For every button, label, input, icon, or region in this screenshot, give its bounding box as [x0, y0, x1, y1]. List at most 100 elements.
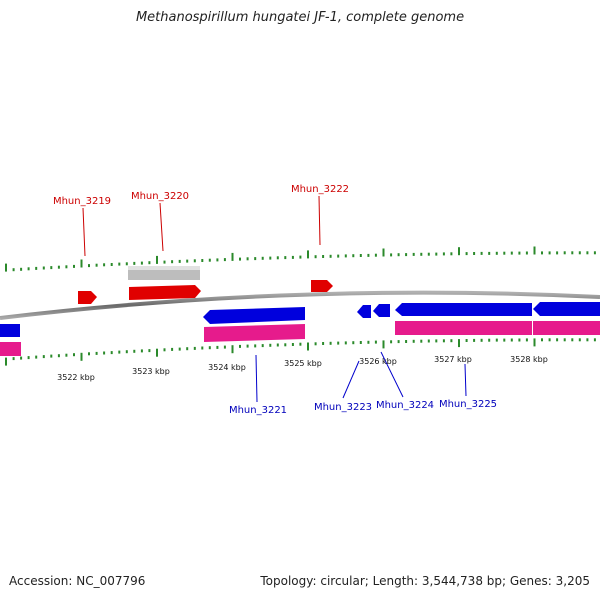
minor-tick — [344, 341, 347, 345]
cds-bar-mhun-3221 — [204, 324, 305, 342]
major-tick — [533, 338, 536, 347]
gene-label-mhun-3220[interactable]: Mhun_3220 — [131, 191, 189, 202]
minor-tick — [593, 251, 596, 255]
minor-tick — [488, 338, 491, 342]
major-tick — [307, 342, 309, 351]
minor-tick — [556, 338, 559, 342]
minor-tick — [488, 251, 491, 255]
minor-tick — [178, 259, 181, 263]
minor-tick — [193, 346, 196, 350]
minor-tick — [367, 253, 370, 257]
minor-tick — [503, 338, 506, 342]
minor-tick — [171, 347, 174, 351]
minor-tick — [103, 351, 106, 355]
gene-arrow-mhun-3219[interactable] — [78, 291, 97, 304]
minor-tick — [148, 261, 151, 265]
major-tick — [533, 246, 536, 255]
gene-arrow-mhun-3225[interactable] — [395, 303, 532, 316]
gene-arrow-mhun-3220[interactable] — [129, 285, 201, 300]
gene-arrow-mhun-3223[interactable] — [357, 305, 371, 318]
minor-tick — [269, 256, 272, 260]
minor-tick — [480, 338, 483, 342]
minor-tick — [571, 251, 574, 255]
minor-tick — [299, 342, 302, 346]
minor-tick — [420, 252, 423, 256]
gene-arrow-left-partial[interactable] — [0, 324, 20, 337]
major-tick — [80, 352, 83, 361]
minor-tick — [12, 268, 15, 272]
minor-tick — [73, 264, 75, 268]
minor-tick — [186, 347, 189, 351]
major-tick — [307, 250, 309, 259]
minor-tick — [88, 264, 90, 268]
minor-tick — [427, 252, 430, 256]
minor-tick — [503, 251, 506, 255]
minor-tick — [578, 338, 581, 342]
minor-tick — [322, 255, 325, 258]
major-tick — [231, 252, 234, 261]
minor-tick — [390, 253, 393, 257]
minor-tick — [42, 266, 45, 270]
major-tick — [5, 263, 7, 272]
minor-tick — [337, 341, 340, 345]
minor-tick — [163, 260, 166, 264]
major-tick — [382, 340, 385, 349]
minor-tick — [541, 338, 543, 342]
minor-tick — [284, 343, 287, 347]
minor-tick — [548, 338, 551, 342]
minor-tick — [50, 354, 53, 358]
major-tick — [458, 247, 460, 256]
gene-arrow-right-partial[interactable] — [533, 302, 600, 316]
gene-arrow-mhun-3224[interactable] — [373, 304, 390, 317]
minor-tick — [510, 251, 513, 255]
minor-tick — [12, 357, 15, 361]
minor-tick — [178, 347, 181, 351]
gene-arrow-mhun-3221[interactable] — [203, 307, 305, 324]
minor-tick — [442, 252, 445, 256]
tick-row-top — [5, 246, 596, 272]
minor-tick — [314, 342, 317, 346]
kbp-label-3526: 3526 kbp — [359, 357, 397, 366]
minor-tick — [329, 254, 332, 258]
cds-bar-right-partial — [533, 321, 600, 335]
minor-tick — [239, 257, 241, 261]
minor-tick — [65, 265, 68, 269]
minor-tick — [276, 343, 279, 347]
minor-tick — [495, 251, 498, 255]
minor-tick — [344, 254, 347, 258]
major-tick — [80, 259, 83, 268]
gene-label-mhun-3223[interactable]: Mhun_3223 — [314, 402, 372, 413]
gene-label-mhun-3219[interactable]: Mhun_3219 — [53, 196, 111, 207]
minor-tick — [20, 267, 23, 271]
gene-label-mhun-3225[interactable]: Mhun_3225 — [439, 399, 497, 410]
minor-tick — [216, 345, 219, 349]
minor-tick — [548, 251, 551, 255]
minor-tick — [374, 340, 377, 344]
minor-tick — [148, 349, 151, 353]
minor-tick — [140, 349, 143, 353]
minor-tick — [57, 265, 60, 269]
minor-tick — [571, 338, 574, 342]
minor-tick — [223, 258, 226, 262]
minor-tick — [518, 251, 521, 255]
minor-tick — [125, 350, 128, 354]
minor-tick — [103, 263, 106, 267]
minor-tick — [397, 253, 400, 257]
gene-arrow-mhun-3222[interactable] — [311, 280, 333, 292]
minor-tick — [578, 251, 581, 255]
minor-tick — [186, 259, 189, 263]
minor-tick — [27, 267, 30, 271]
minor-tick — [397, 340, 400, 344]
major-tick — [231, 345, 234, 354]
minor-tick — [88, 352, 90, 356]
minor-tick — [473, 338, 476, 342]
minor-tick — [125, 262, 128, 266]
gene-label-mhun-3222[interactable]: Mhun_3222 — [291, 184, 349, 195]
minor-tick — [246, 344, 249, 348]
genome-summary-text: Topology: circular; Length: 3,544,738 bp… — [260, 574, 590, 588]
gene-label-mhun-3221[interactable]: Mhun_3221 — [229, 405, 287, 416]
minor-tick — [73, 353, 75, 357]
accession-text: Accession: NC_007796 — [9, 574, 146, 588]
minor-tick — [359, 254, 362, 257]
gene-label-mhun-3224[interactable]: Mhun_3224 — [376, 400, 434, 411]
